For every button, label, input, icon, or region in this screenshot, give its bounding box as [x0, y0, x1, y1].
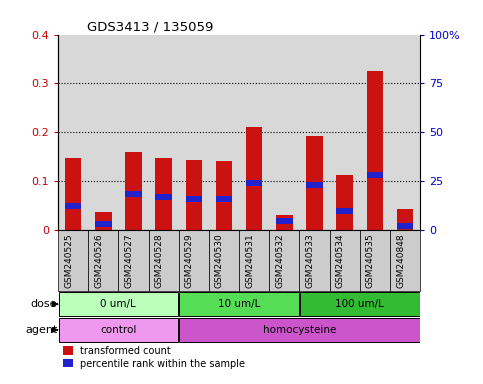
Bar	[397, 223, 413, 229]
FancyBboxPatch shape	[209, 230, 239, 291]
Bar	[65, 203, 81, 209]
Text: homocysteine: homocysteine	[263, 325, 336, 335]
Text: 0 um/L: 0 um/L	[100, 299, 136, 309]
Bar	[125, 152, 142, 230]
Bar	[185, 160, 202, 230]
FancyBboxPatch shape	[360, 230, 390, 291]
Bar	[276, 215, 293, 230]
Bar	[276, 218, 293, 224]
Bar	[65, 158, 81, 230]
Text: GSM240526: GSM240526	[94, 233, 103, 288]
FancyBboxPatch shape	[239, 230, 270, 291]
Text: GSM240529: GSM240529	[185, 233, 194, 288]
Bar	[95, 222, 112, 227]
FancyBboxPatch shape	[58, 318, 178, 342]
Text: control: control	[100, 325, 137, 335]
Text: GSM240530: GSM240530	[215, 233, 224, 288]
Text: GSM240531: GSM240531	[245, 233, 254, 288]
Bar	[246, 180, 262, 185]
FancyBboxPatch shape	[149, 230, 179, 291]
Legend: transformed count, percentile rank within the sample: transformed count, percentile rank withi…	[63, 346, 245, 369]
FancyBboxPatch shape	[179, 318, 420, 342]
Bar	[306, 182, 323, 187]
Text: GSM240534: GSM240534	[336, 233, 345, 288]
Text: GSM240528: GSM240528	[155, 233, 164, 288]
Bar	[156, 158, 172, 230]
FancyBboxPatch shape	[299, 230, 330, 291]
Text: GSM240527: GSM240527	[125, 233, 133, 288]
FancyBboxPatch shape	[58, 292, 178, 316]
FancyBboxPatch shape	[58, 230, 88, 291]
FancyBboxPatch shape	[330, 230, 360, 291]
Bar	[367, 172, 383, 178]
Bar	[337, 175, 353, 230]
Text: agent: agent	[25, 325, 57, 335]
Bar	[306, 136, 323, 230]
FancyBboxPatch shape	[300, 292, 420, 316]
Text: GDS3413 / 135059: GDS3413 / 135059	[87, 20, 213, 33]
Bar	[95, 212, 112, 230]
FancyBboxPatch shape	[179, 292, 299, 316]
FancyBboxPatch shape	[88, 230, 118, 291]
FancyBboxPatch shape	[118, 230, 149, 291]
Text: GSM240533: GSM240533	[306, 233, 314, 288]
Bar	[397, 209, 413, 230]
Text: GSM240535: GSM240535	[366, 233, 375, 288]
FancyBboxPatch shape	[270, 230, 299, 291]
Text: dose: dose	[31, 299, 57, 309]
Bar	[337, 208, 353, 214]
Bar	[185, 196, 202, 202]
Text: GSM240525: GSM240525	[64, 233, 73, 288]
FancyBboxPatch shape	[390, 230, 420, 291]
Bar	[246, 127, 262, 230]
Bar	[216, 196, 232, 202]
FancyBboxPatch shape	[179, 230, 209, 291]
Text: 10 um/L: 10 um/L	[218, 299, 260, 309]
Bar	[156, 194, 172, 200]
Text: GSM240848: GSM240848	[396, 233, 405, 288]
Bar	[367, 71, 383, 230]
Text: GSM240532: GSM240532	[275, 233, 284, 288]
Text: 100 um/L: 100 um/L	[335, 299, 384, 309]
Bar	[216, 161, 232, 230]
Bar	[125, 192, 142, 197]
